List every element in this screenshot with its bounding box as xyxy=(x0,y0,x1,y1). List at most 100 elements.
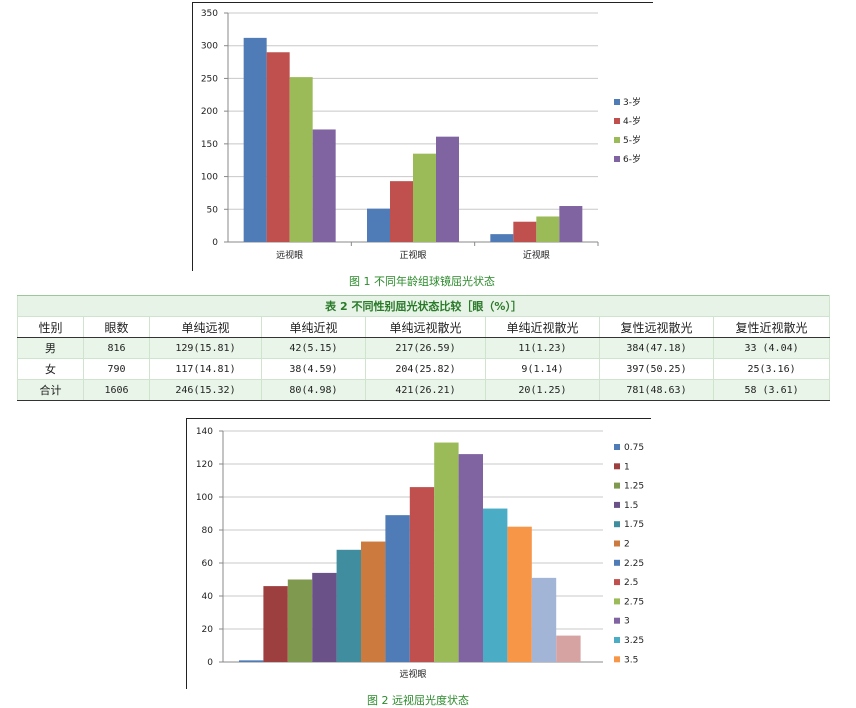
legend-label: 1.25 xyxy=(624,482,644,492)
bar xyxy=(361,541,386,662)
legend-swatch xyxy=(614,137,620,143)
legend-label: 2 xyxy=(624,540,630,550)
legend-swatch xyxy=(614,118,620,124)
y-tick-label: 200 xyxy=(201,107,218,117)
y-tick-label: 50 xyxy=(207,205,219,215)
table-header-cell: 单纯远视散光 xyxy=(365,316,486,338)
legend-label: 4-岁 xyxy=(623,115,641,127)
legend-swatch xyxy=(614,540,620,547)
table-row: 合计 1606 246(15.32) 80(4.98) 421(26.21) 20(1.2… xyxy=(17,379,831,401)
table-cell: 816 xyxy=(83,337,150,359)
legend-swatch xyxy=(614,99,620,105)
bar xyxy=(289,77,313,243)
table-header-cell: 单纯近视散光 xyxy=(485,316,600,338)
bar xyxy=(490,234,514,242)
table-header-cell: 复性近视散光 xyxy=(712,316,831,338)
legend-swatch xyxy=(614,521,620,528)
table-header-cell: 眼数 xyxy=(83,316,150,338)
legend-label: 2.75 xyxy=(624,597,644,607)
legend-label: 2.5 xyxy=(624,578,638,588)
table-row: 男 816 129(15.81) 42(5.15) 217(26.59) 11(1.23)… xyxy=(17,337,831,359)
bar xyxy=(263,586,288,662)
legend-label: 2.25 xyxy=(624,559,644,569)
legend-swatch xyxy=(614,444,620,450)
bar xyxy=(239,660,264,662)
table-header-cell: 性别 xyxy=(17,316,84,338)
table-cell: 38(4.59) xyxy=(261,358,366,380)
bar xyxy=(513,221,537,242)
x-tick-label: 近视眼 xyxy=(523,249,550,261)
legend-label: 3 xyxy=(624,617,630,627)
bar xyxy=(409,487,435,662)
legend-swatch xyxy=(614,617,620,624)
table-header-cell: 复性远视散光 xyxy=(599,316,714,338)
legend-label: 3.5 xyxy=(624,655,638,665)
y-tick-label: 20 xyxy=(202,625,214,635)
table-cell: 25(3.16) xyxy=(712,358,831,380)
legend-label: 3-岁 xyxy=(623,96,641,108)
bar xyxy=(336,549,361,662)
y-tick-label: 100 xyxy=(196,493,213,503)
bar xyxy=(507,526,532,662)
table-cell: 217(26.59) xyxy=(365,337,486,359)
chart-2-caption: 图 2 远视屈光度状态 xyxy=(367,694,469,707)
table-cell: 421(26.21) xyxy=(365,379,486,401)
legend-swatch xyxy=(614,598,620,605)
y-tick-label: 140 xyxy=(196,427,213,437)
table-title: 表 2 不同性别屈光状态比较［眼（%）］ xyxy=(16,295,831,317)
chart-2: 0 20 40 60 80 100 120 140 远视眼 0.75 1 1.25 1.5 1.75 2 2.… xyxy=(186,418,651,689)
legend-label: 0.75 xyxy=(624,443,644,453)
table-cell: 男 xyxy=(17,337,84,359)
bar xyxy=(556,635,581,662)
legend-swatch xyxy=(614,501,620,508)
table-cell: 合计 xyxy=(17,379,84,401)
chart-2-svg: 0 20 40 60 80 100 120 140 远视眼 0.75 1 1.25 1.5 1.75 2 2.… xyxy=(196,427,644,680)
table-cell: 117(14.81) xyxy=(149,358,262,380)
chart-1: 0 50 100 150 200 250 300 350 远视眼 正视眼 近视眼 3-岁 4-岁 5-岁 6… xyxy=(192,2,653,271)
legend-swatch xyxy=(614,463,620,470)
legend-swatch xyxy=(614,579,620,586)
table-cell: 246(15.32) xyxy=(149,379,262,401)
table-cell: 384(47.18) xyxy=(599,337,714,359)
table-cell: 129(15.81) xyxy=(149,337,262,359)
y-tick-label: 0 xyxy=(207,658,213,668)
table-cell: 58 (3.61) xyxy=(712,379,831,401)
table-header-row: 性别 眼数 单纯远视 单纯近视 单纯远视散光 单纯近视散光 复性远视散光 复性近视散光 xyxy=(17,316,831,338)
y-tick-label: 250 xyxy=(201,74,218,84)
bar xyxy=(266,52,290,242)
legend-label: 1.5 xyxy=(624,501,638,511)
table-cell: 790 xyxy=(83,358,150,380)
y-tick-label: 0 xyxy=(212,238,218,248)
legend-label: 6-岁 xyxy=(623,153,641,165)
x-tick-label: 正视眼 xyxy=(399,249,426,261)
y-tick-label: 80 xyxy=(202,526,214,536)
y-tick-label: 60 xyxy=(202,559,214,569)
legend-swatch xyxy=(614,656,620,663)
y-tick-label: 100 xyxy=(201,173,218,183)
y-tick-label: 150 xyxy=(201,140,218,150)
bar xyxy=(559,206,583,242)
y-tick-label: 120 xyxy=(196,460,213,470)
legend-swatch xyxy=(614,637,620,643)
bar xyxy=(367,208,390,242)
x-tick-label: 远视眼 xyxy=(399,668,426,680)
bar xyxy=(536,216,560,242)
table-cell: 80(4.98) xyxy=(261,379,366,401)
legend-swatch xyxy=(614,156,620,162)
table-cell: 9(1.14) xyxy=(485,358,600,380)
x-tick-label: 远视眼 xyxy=(276,249,303,261)
table-cell: 42(5.15) xyxy=(261,337,366,359)
legend-swatch xyxy=(614,559,620,566)
bar xyxy=(287,579,313,662)
table-body: 男 816 129(15.81) 42(5.15) 217(26.59) 11(1.23)… xyxy=(17,337,831,401)
bar xyxy=(312,129,336,242)
y-tick-label: 350 xyxy=(201,9,218,19)
chart-1-svg: 0 50 100 150 200 250 300 350 远视眼 正视眼 近视眼 3-岁 4-岁 5-岁 6… xyxy=(201,9,641,261)
table-cell: 33 (4.04) xyxy=(712,337,831,359)
table-header-cell: 单纯近视 xyxy=(261,316,366,338)
y-tick-label: 300 xyxy=(201,42,218,52)
legend-label: 1.75 xyxy=(624,520,644,530)
bar xyxy=(385,515,410,662)
table-cell: 11(1.23) xyxy=(485,337,600,359)
legend-swatch xyxy=(614,482,620,489)
